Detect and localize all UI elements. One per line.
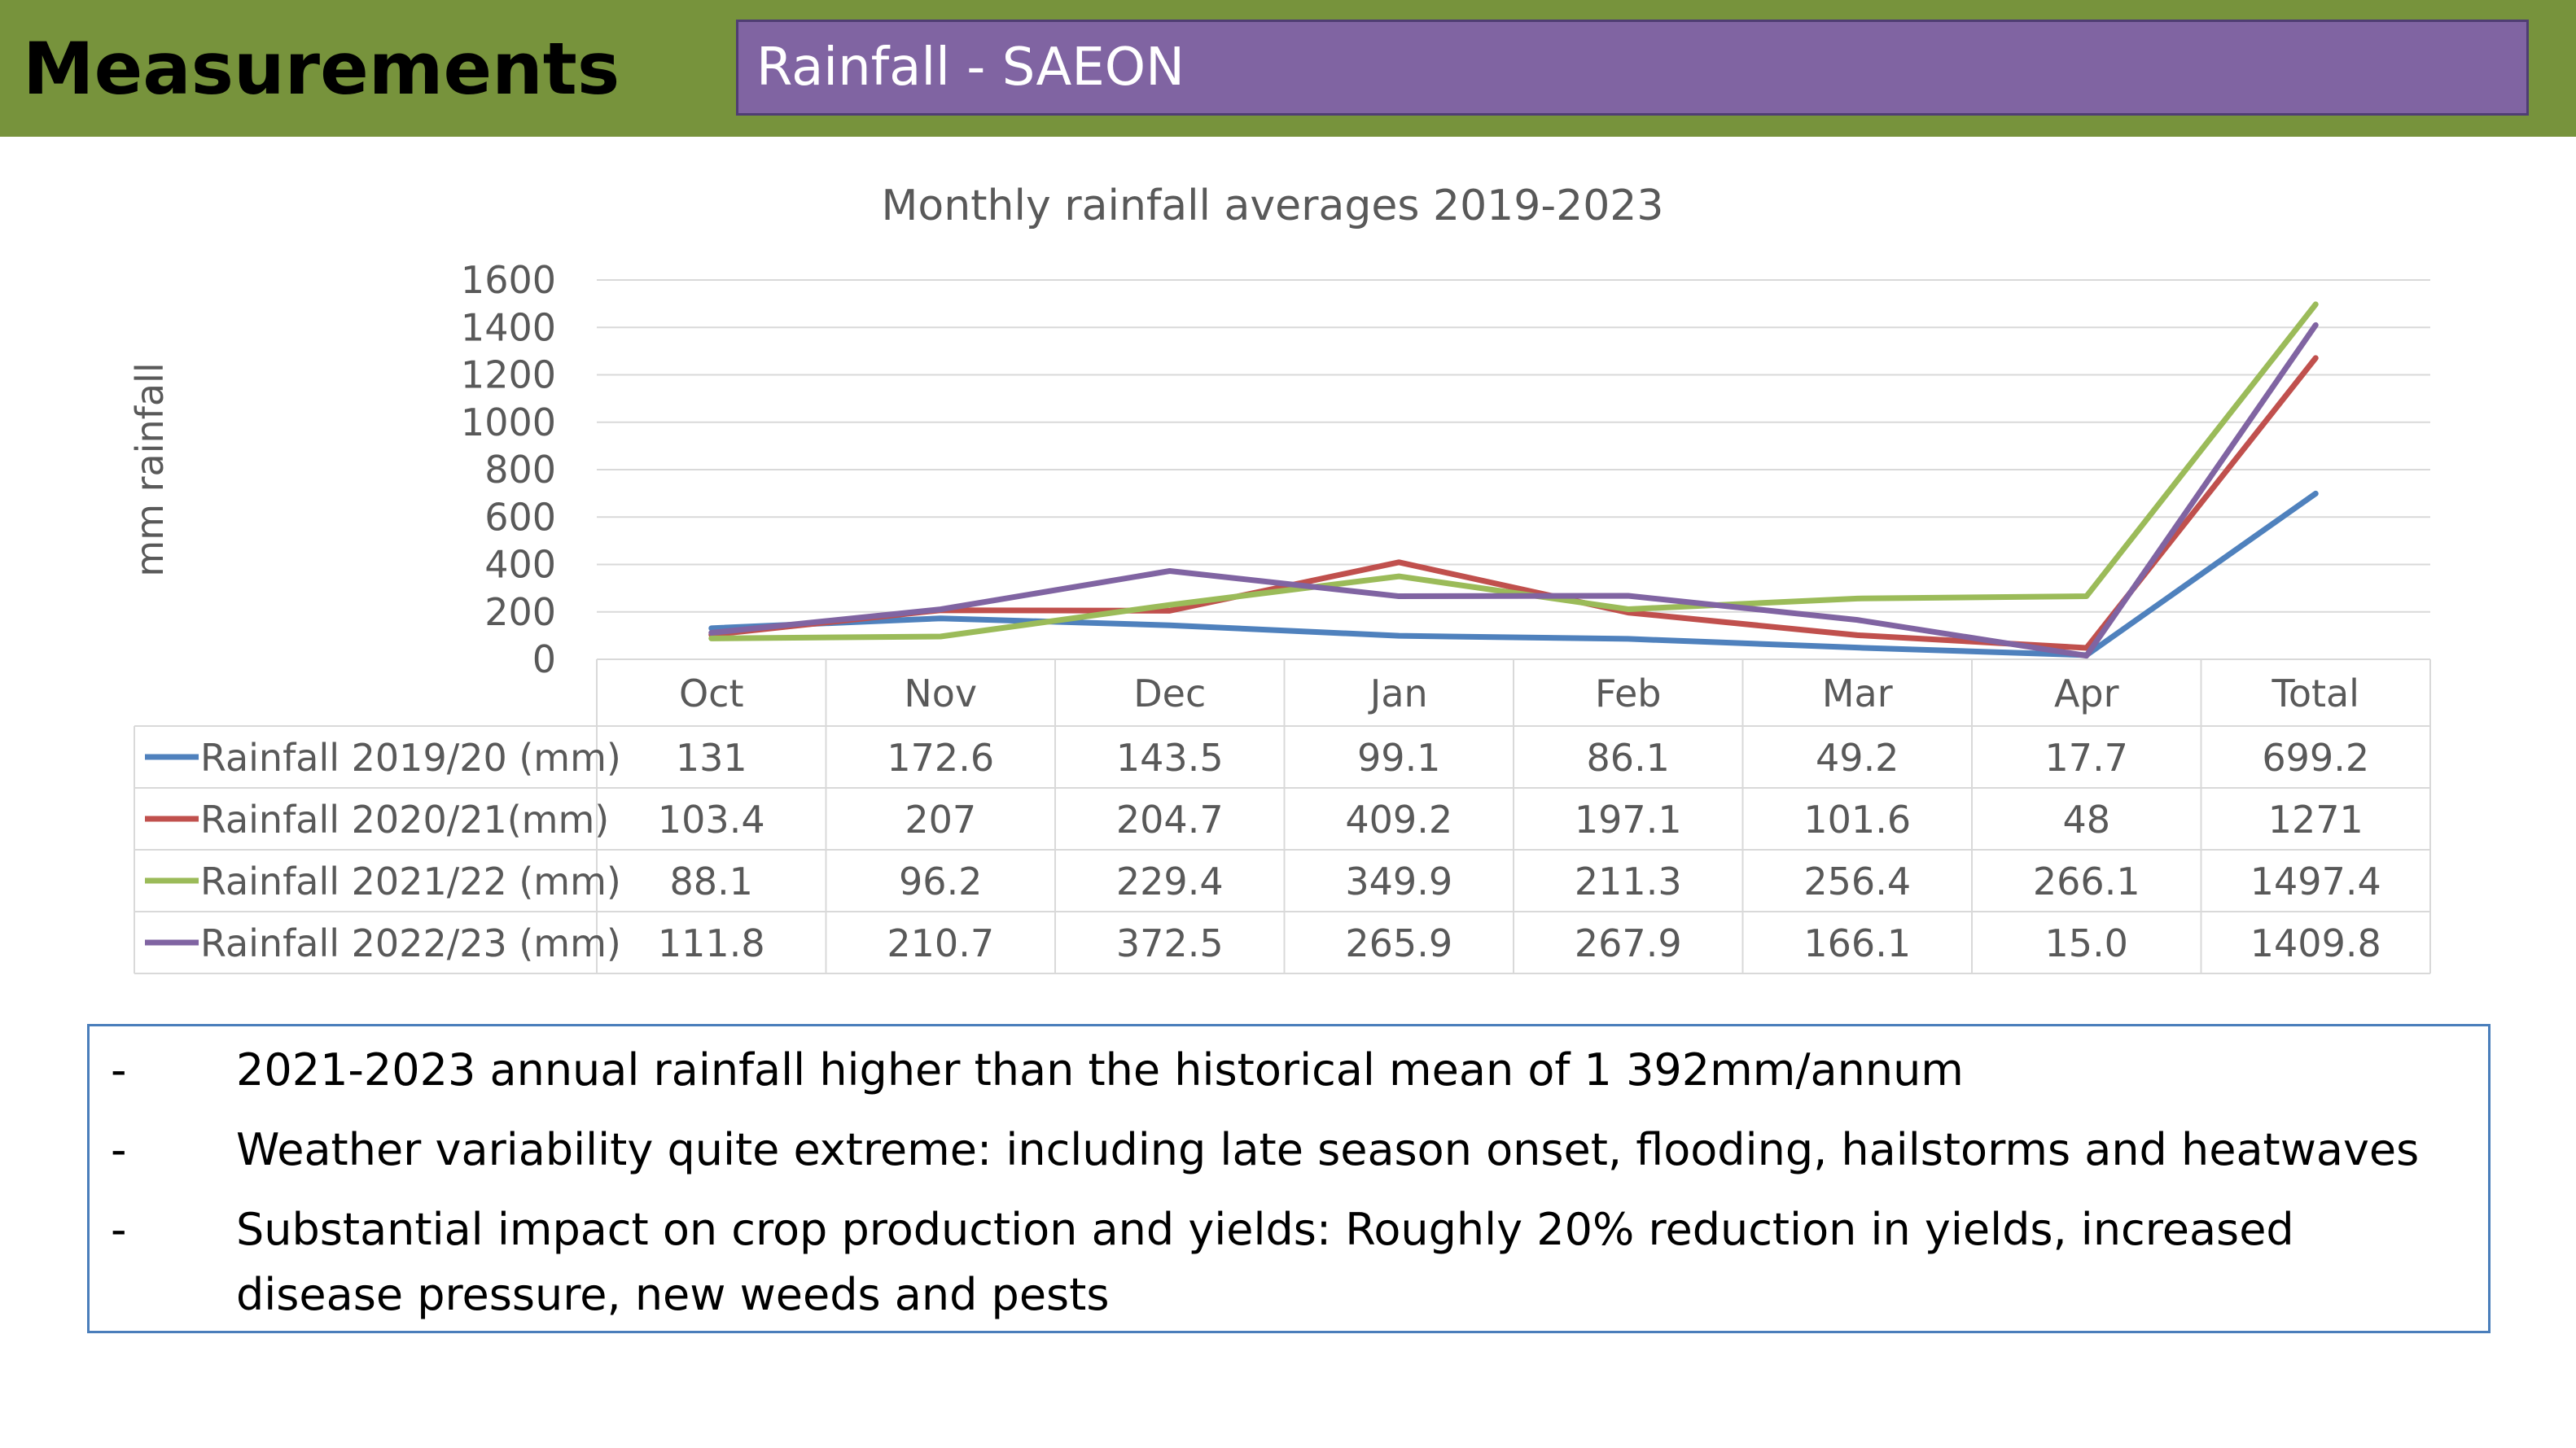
note-text: Weather variability quite extreme: inclu… xyxy=(236,1124,2420,1175)
data-label: 267.9 xyxy=(1575,921,1682,965)
y-tick-label: 0 xyxy=(532,637,556,681)
chart-title: Monthly rainfall averages 2019-2023 xyxy=(882,182,1664,230)
x-tick-label: Total xyxy=(2272,672,2359,715)
note-text: Substantial impact on crop production an… xyxy=(236,1204,2294,1320)
data-label: 111.8 xyxy=(658,921,765,965)
legend-label: Rainfall 2019/20 (mm) xyxy=(200,736,621,780)
data-label: 96.2 xyxy=(899,860,982,903)
page-subtitle: Rainfall - SAEON xyxy=(756,37,1185,98)
data-label: 1409.8 xyxy=(2250,921,2381,965)
note-text: 2021-2023 annual rainfall higher than th… xyxy=(236,1044,1964,1096)
x-tick-label: Dec xyxy=(1133,672,1206,715)
notes-box: - 2021-2023 annual rainfall higher than … xyxy=(87,1024,2491,1333)
note-dash: - xyxy=(111,1044,127,1096)
x-tick-label: Apr xyxy=(2054,672,2119,715)
x-tick-label: Nov xyxy=(904,672,977,715)
y-tick-label: 400 xyxy=(484,543,556,587)
x-tick-label: Feb xyxy=(1595,672,1661,715)
note-dash: - xyxy=(111,1124,127,1175)
series-line xyxy=(708,490,2319,658)
legend-label: Rainfall 2020/21(mm) xyxy=(200,798,609,842)
data-label: 372.5 xyxy=(1116,921,1224,965)
note-item: - Substantial impact on crop production … xyxy=(111,1197,2439,1328)
data-label: 265.9 xyxy=(1345,921,1452,965)
data-label: 172.6 xyxy=(887,736,994,780)
data-label: 15.0 xyxy=(2045,921,2128,965)
y-tick-label: 1600 xyxy=(461,258,556,302)
legend-label: Rainfall 2022/23 (mm) xyxy=(200,921,621,965)
y-tick-label: 1400 xyxy=(461,305,556,349)
legend-label: Rainfall 2021/22 (mm) xyxy=(200,860,621,903)
x-tick-label: Oct xyxy=(679,672,744,715)
series-line xyxy=(708,301,2319,641)
data-label: 211.3 xyxy=(1575,860,1682,903)
data-label: 266.1 xyxy=(2033,860,2140,903)
subtitle-box: Rainfall - SAEON xyxy=(736,20,2529,116)
data-label: 409.2 xyxy=(1345,798,1452,842)
data-label: 229.4 xyxy=(1116,860,1224,903)
data-label: 1497.4 xyxy=(2250,860,2381,903)
series-line xyxy=(708,355,2319,651)
page-title: Measurements xyxy=(23,27,620,111)
note-item: - 2021-2023 annual rainfall higher than … xyxy=(111,1038,2439,1103)
y-tick-label: 1000 xyxy=(461,400,556,444)
data-label: 99.1 xyxy=(1357,736,1440,780)
data-label: 1271 xyxy=(2268,798,2364,842)
header-bar: Measurements Rainfall - SAEON xyxy=(0,0,2576,137)
data-label: 86.1 xyxy=(1587,736,1670,780)
x-tick-label: Mar xyxy=(1822,672,1893,715)
data-label: 49.2 xyxy=(1816,736,1899,780)
y-tick-label: 200 xyxy=(484,590,556,634)
data-label: 101.6 xyxy=(1803,798,1911,842)
y-tick-label: 600 xyxy=(484,495,556,539)
data-label: 17.7 xyxy=(2045,736,2128,780)
x-tick-label: Jan xyxy=(1368,672,1428,715)
data-label: 48 xyxy=(2062,798,2110,842)
data-label: 166.1 xyxy=(1803,921,1911,965)
data-label: 207 xyxy=(905,798,976,842)
y-tick-label: 1200 xyxy=(461,353,556,397)
data-label: 204.7 xyxy=(1116,798,1224,842)
note-item: - Weather variability quite extreme: inc… xyxy=(111,1118,2439,1183)
data-label: 699.2 xyxy=(2262,736,2369,780)
data-label: 131 xyxy=(676,736,747,780)
data-label: 210.7 xyxy=(887,921,994,965)
note-dash: - xyxy=(111,1204,127,1255)
rainfall-chart: Monthly rainfall averages 2019-2023 mm ra… xyxy=(128,182,2431,974)
data-label: 88.1 xyxy=(670,860,753,903)
data-label: 103.4 xyxy=(658,798,765,842)
y-axis-label: mm rainfall xyxy=(128,362,172,576)
series-line xyxy=(708,322,2319,659)
data-label: 197.1 xyxy=(1575,798,1682,842)
data-label: 256.4 xyxy=(1803,860,1911,903)
data-label: 143.5 xyxy=(1116,736,1224,780)
y-tick-label: 800 xyxy=(484,448,556,492)
data-label: 349.9 xyxy=(1345,860,1452,903)
